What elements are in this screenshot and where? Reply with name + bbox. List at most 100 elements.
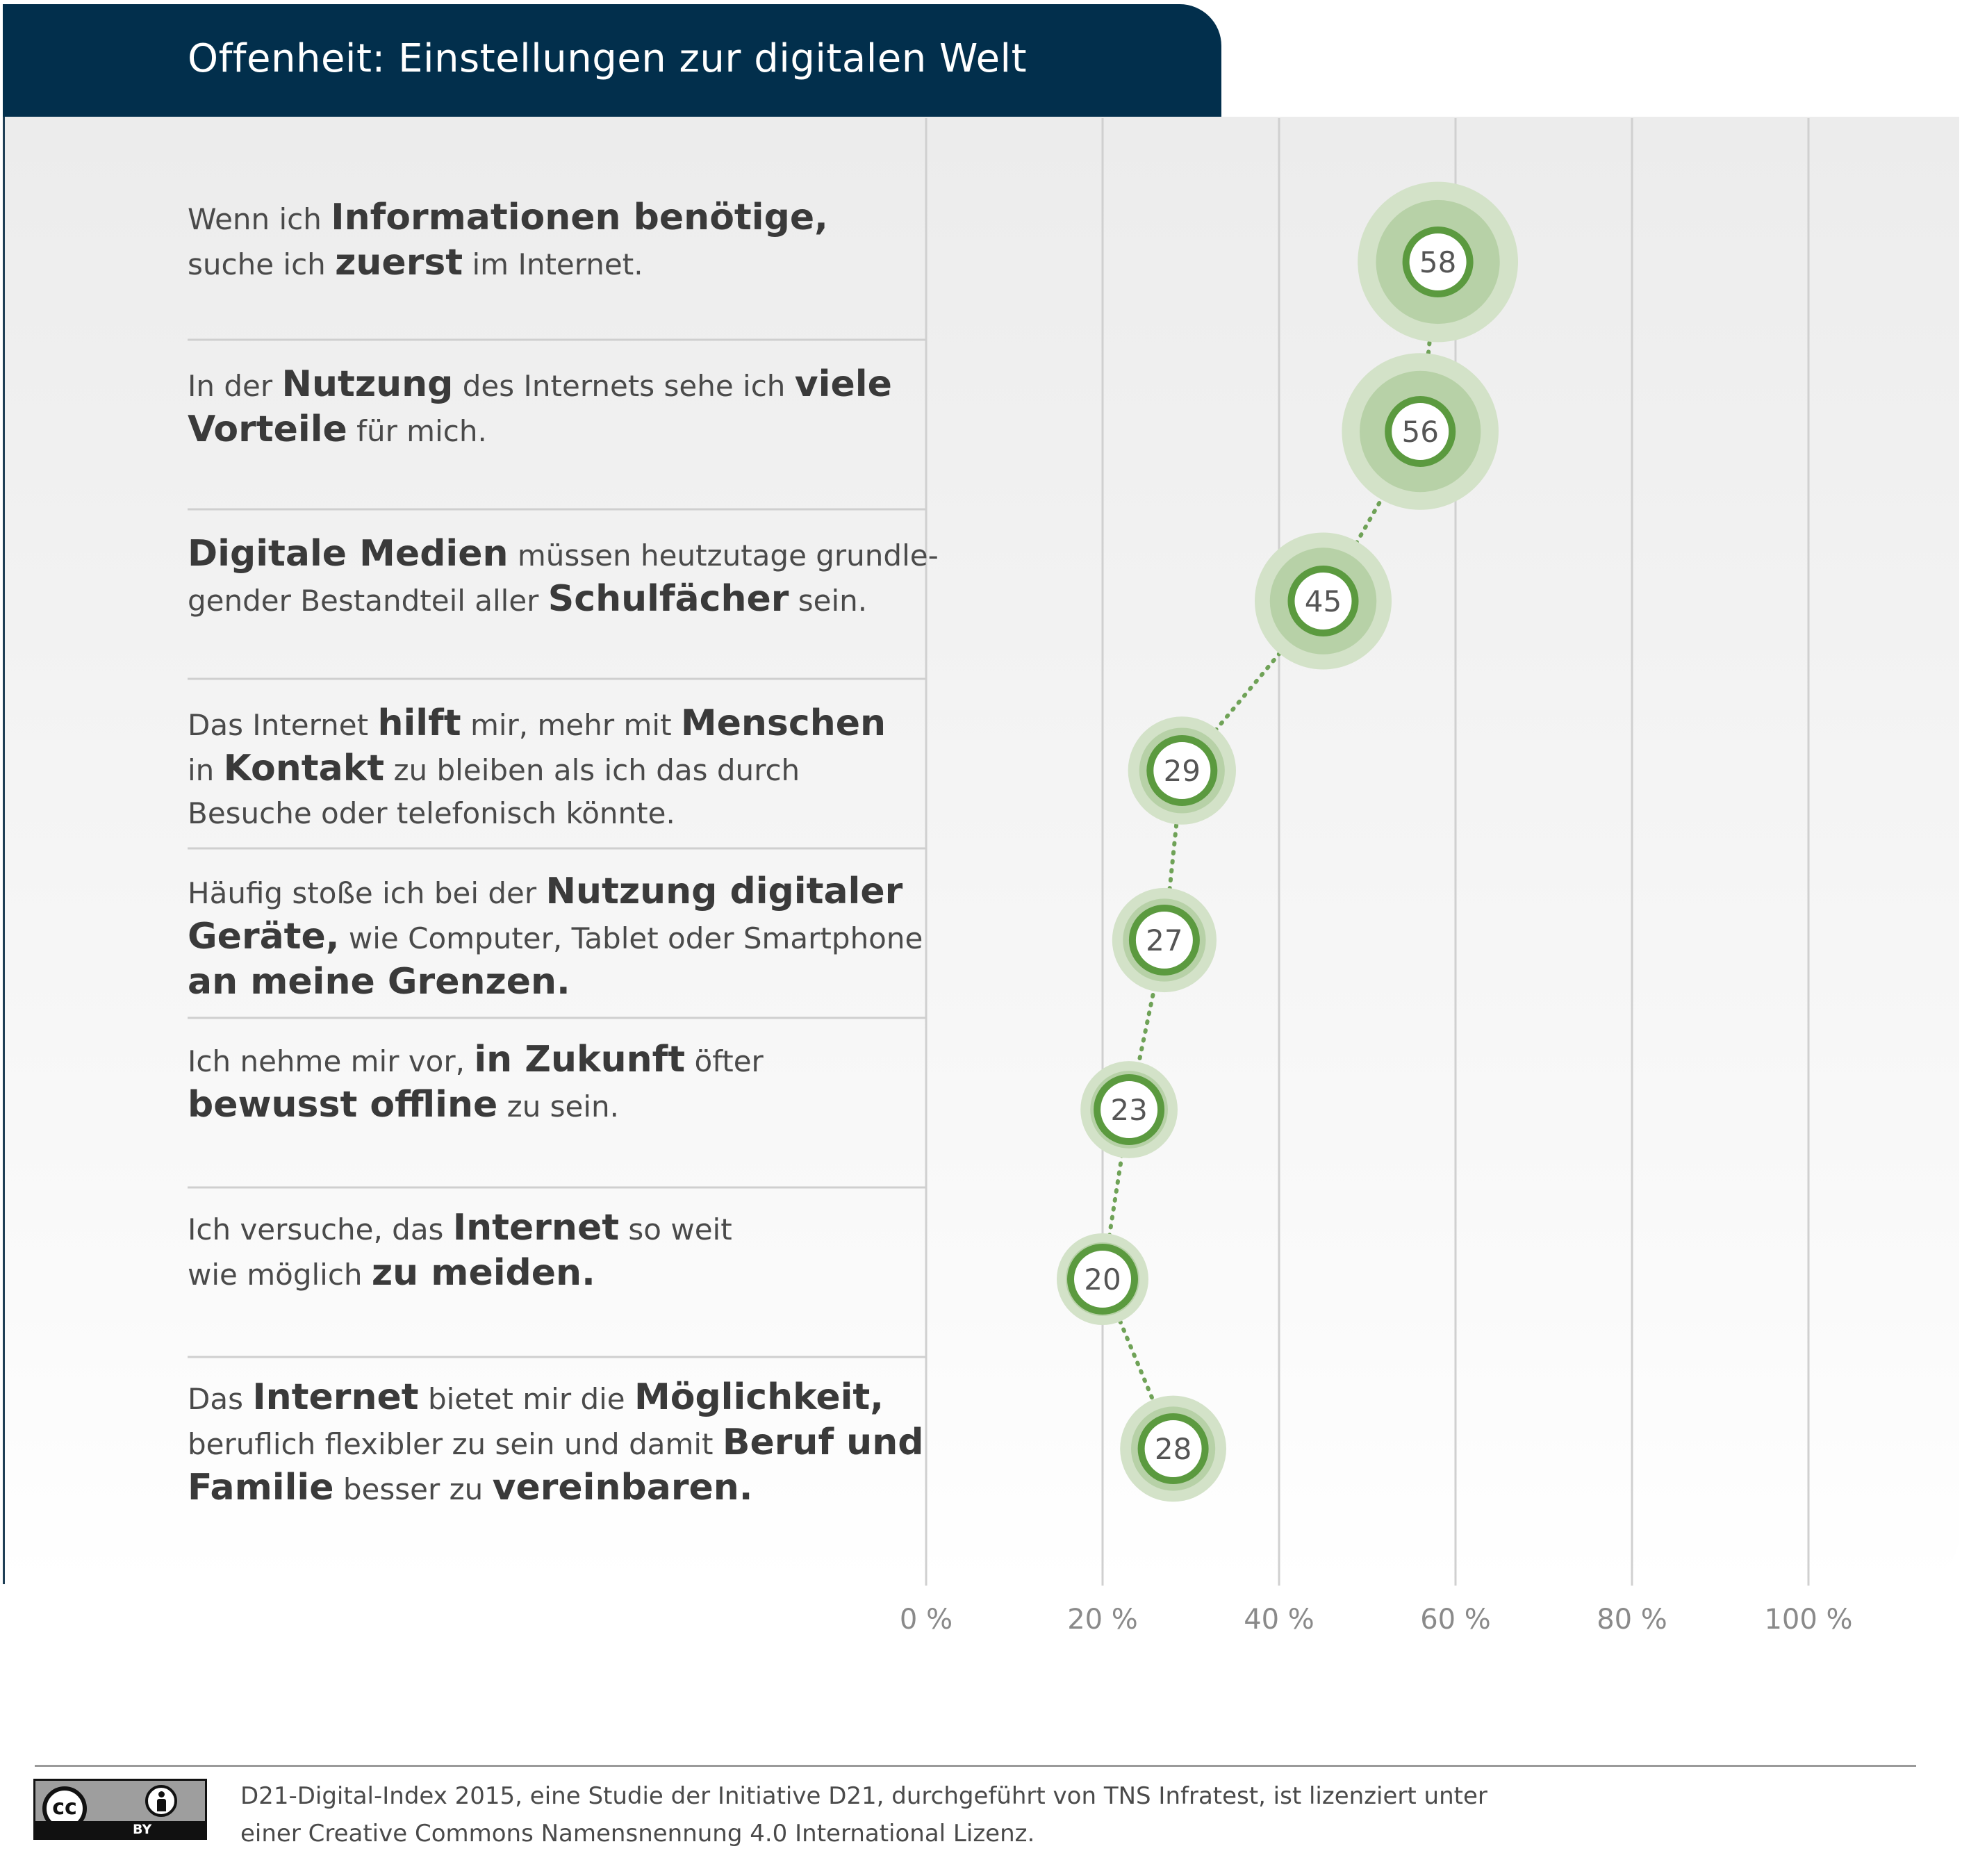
statement-line: wie möglich zu meiden. <box>188 1251 732 1297</box>
chart-plot: 58 56 45 29 27 23 20 28 0 % 20 % 40 % 60 % 80 % 100 … <box>188 118 1853 1636</box>
statement-line: suche ich zuerst im Internet. <box>188 241 828 286</box>
data-point-ring <box>1402 227 1474 297</box>
statement-emphasis: Nutzung digitaler <box>545 871 903 912</box>
statement-line: Das Internet bietet mir die Möglichkeit, <box>188 1376 923 1421</box>
statement-line: Digitale Medien müssen heutzutage grundl… <box>188 532 939 577</box>
data-point: 29 <box>1128 716 1237 825</box>
data-point-ring <box>1287 566 1359 636</box>
data-point: 28 <box>1120 1395 1226 1502</box>
data-point: 56 <box>1342 353 1499 510</box>
statement-line: an meine Grenzen. <box>188 960 923 1005</box>
license-note-line-1: D21-Digital-Index 2015, eine Studie der … <box>240 1782 1487 1810</box>
statement-line: bewusst offline zu sein. <box>188 1083 764 1128</box>
cc-badge-strip <box>35 1821 205 1838</box>
statement-emphasis: hilft <box>377 702 461 744</box>
person-head-shape <box>158 1791 165 1797</box>
statement-text: mir, mehr mit <box>461 708 681 742</box>
statement-emphasis: bewusst offline <box>188 1084 498 1126</box>
statement-line: beruflich flexibler zu sein und damit Be… <box>188 1421 923 1466</box>
statement-line: gender Bestandteil aller Schulfächer sei… <box>188 577 939 623</box>
statement-text: besser zu <box>333 1472 493 1506</box>
statement-text: Besuche oder telefonisch könnte. <box>188 796 675 830</box>
page-title: Offenheit: Einstellungen zur digitalen W… <box>188 36 1028 81</box>
data-label: 58 <box>1419 245 1456 279</box>
statement-emphasis: Digitale Medien <box>188 533 509 575</box>
statement-row-3: Digitale Medien müssen heutzutage grundl… <box>188 532 939 623</box>
title-bar: Offenheit: Einstellungen zur digitalen W… <box>3 4 1221 117</box>
statement-emphasis: Familie <box>188 1467 334 1508</box>
statement-text: im Internet. <box>463 247 643 281</box>
statement-emphasis: Menschen <box>680 702 887 744</box>
data-point: 45 <box>1255 532 1392 670</box>
data-point: 27 <box>1112 887 1217 993</box>
statement-text: gender Bestandteil aller <box>188 584 548 618</box>
statement-text: des Internets sehe ich <box>453 369 795 403</box>
statement-line: Vorteile für mich. <box>188 408 892 453</box>
statement-line: Wenn ich Informationen benötige, <box>188 196 828 241</box>
statement-text: sein. <box>789 584 868 618</box>
statement-emphasis: an meine Grenzen. <box>188 961 570 1003</box>
license-note: D21-Digital-Index 2015, eine Studie der … <box>240 1777 1487 1852</box>
statement-text: wie möglich <box>188 1258 372 1292</box>
statement-emphasis: Geräte, <box>188 916 340 957</box>
statement-emphasis: Schulfächer <box>547 578 789 620</box>
statement-emphasis: viele <box>794 363 892 405</box>
data-label: 23 <box>1110 1093 1147 1127</box>
cc-icon-label: cc <box>52 1795 77 1820</box>
footer-divider <box>35 1765 1916 1767</box>
statement-emphasis: zuerst <box>335 242 463 283</box>
data-point-ring <box>1067 1244 1138 1315</box>
statement-emphasis: zu meiden. <box>371 1252 595 1294</box>
statement-text: beruflich flexibler zu sein und damit <box>188 1427 723 1461</box>
x-tick-label: 100 % <box>1764 1604 1852 1636</box>
data-label: 20 <box>1084 1262 1121 1297</box>
person-body-shape <box>157 1799 166 1811</box>
data-point-ring <box>1385 396 1456 467</box>
statement-text: Das <box>188 1382 253 1416</box>
x-tick-label: 0 % <box>900 1604 953 1636</box>
data-point: 23 <box>1080 1061 1178 1158</box>
cc-by-label: BY <box>133 1822 152 1837</box>
statement-line: Geräte, wie Computer, Tablet oder Smartp… <box>188 915 923 960</box>
statement-row-2: In der Nutzung des Internets sehe ich vi… <box>188 363 892 453</box>
statement-text: müssen heutzutage grundle- <box>508 538 939 573</box>
statement-text: Häufig stoße ich bei der <box>188 876 546 910</box>
data-point: 58 <box>1358 181 1518 343</box>
statement-row-8: Das Internet bietet mir die Möglichkeit,… <box>188 1376 923 1511</box>
statement-text: so weit <box>619 1212 732 1246</box>
statement-emphasis: vereinbaren. <box>492 1467 753 1508</box>
statement-row-6: Ich nehme mir vor, in Zukunft öfter bewus… <box>188 1038 764 1128</box>
statement-text: suche ich <box>188 247 336 281</box>
data-label: 28 <box>1155 1432 1192 1466</box>
data-point-ring <box>1146 735 1218 806</box>
statement-emphasis: in Zukunft <box>474 1039 686 1080</box>
statement-line: in Kontakt zu bleiben als ich das durch <box>188 747 886 792</box>
statement-emphasis: Vorteile <box>188 409 347 450</box>
statement-line: Ich versuche, das Internet so weit <box>188 1206 732 1251</box>
statement-row-1: Wenn ich Informationen benötige, suche ic… <box>188 196 828 286</box>
statement-emphasis: Internet <box>252 1376 419 1418</box>
chart-panel <box>3 117 1959 1584</box>
statement-text: zu bleiben als ich das durch <box>384 753 800 787</box>
statement-emphasis: Beruf und <box>722 1422 924 1463</box>
statement-emphasis: Internet <box>452 1207 620 1249</box>
data-label: 27 <box>1146 923 1182 957</box>
statement-text: bietet mir die <box>418 1382 634 1416</box>
statement-text: In der <box>188 369 282 403</box>
cc-by-license-badge: cc BY <box>33 1779 207 1840</box>
statement-row-7: Ich versuche, das Internet so weit wie mö… <box>188 1206 732 1297</box>
data-label: 56 <box>1401 415 1438 449</box>
statement-text: in <box>188 753 224 787</box>
attribution-person-icon <box>145 1785 177 1817</box>
statement-line: Familie besser zu vereinbaren. <box>188 1466 923 1511</box>
x-tick-label: 40 % <box>1244 1604 1314 1636</box>
statement-text: öfter <box>685 1044 764 1078</box>
statement-text: zu sein. <box>497 1089 620 1124</box>
statement-text: Ich nehme mir vor, <box>188 1044 475 1078</box>
statement-text: für mich. <box>347 414 487 448</box>
x-tick-label: 80 % <box>1597 1604 1667 1636</box>
statement-emphasis: Nutzung <box>281 363 454 405</box>
statement-text: Ich versuche, das <box>188 1212 453 1246</box>
statement-text: Wenn ich <box>188 202 331 236</box>
statement-row-4: Das Internet hilft mir, mehr mit Mensche… <box>188 702 886 835</box>
